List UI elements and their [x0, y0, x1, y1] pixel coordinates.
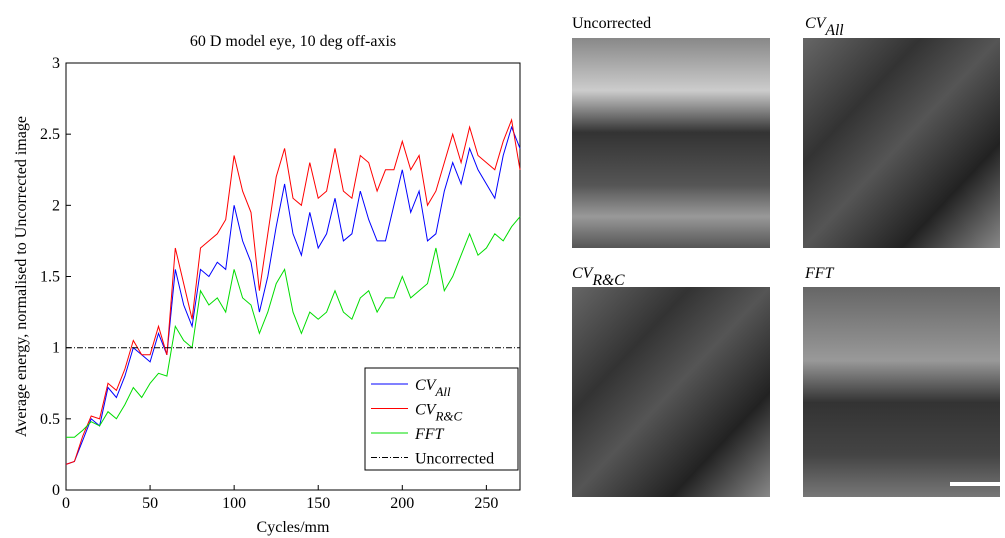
x-tick-label: 250 — [474, 495, 498, 512]
y-tick-label: 2 — [52, 197, 60, 214]
label: CVR&C — [572, 265, 625, 289]
legend-box — [364, 367, 519, 471]
label: Uncorrected — [415, 451, 494, 468]
label-main: CV — [572, 265, 595, 282]
y-tick-label: 0.5 — [40, 411, 60, 428]
label-main: CV — [805, 15, 828, 32]
x-axis-label: Cycles/mm — [257, 519, 330, 536]
image-panels — [572, 38, 1000, 497]
label: Uncorrected — [572, 15, 651, 32]
series-line — [66, 216, 521, 438]
chart-title: 60 D model eye, 10 deg off-axis — [190, 33, 396, 50]
label-subscript: All — [824, 22, 843, 39]
x-tick-label: 150 — [306, 495, 330, 512]
label: FFT — [414, 426, 445, 443]
x-tick-label: 200 — [390, 495, 414, 512]
x-tick-label: 0 — [62, 495, 70, 512]
label-main: FFT — [414, 426, 445, 443]
label-main: CV — [415, 402, 438, 419]
label-main: Uncorrected — [572, 15, 651, 32]
image — [803, 287, 1000, 497]
y-tick-label: 0 — [52, 482, 60, 499]
y-tick-label: 3 — [52, 55, 60, 72]
label: CVAll — [415, 377, 451, 399]
label-main: CV — [415, 377, 438, 394]
y-tick-label: 1 — [52, 340, 60, 357]
label-subscript: R&C — [591, 272, 625, 289]
label: CVAll — [805, 15, 844, 39]
label: CVR&C — [415, 402, 463, 424]
image — [572, 287, 770, 497]
image — [803, 38, 1000, 248]
label-main: Uncorrected — [415, 451, 494, 468]
image — [572, 38, 770, 248]
label: FFT — [804, 265, 835, 282]
x-tick-label: 100 — [222, 495, 246, 512]
y-tick-label: 2.5 — [40, 126, 60, 143]
y-axis-label: Average energy, normalised to Uncorrecte… — [13, 116, 30, 437]
x-tick-label: 50 — [142, 495, 158, 512]
label-subscript: R&C — [434, 409, 462, 424]
y-tick-label: 1.5 — [40, 269, 60, 286]
label-subscript: All — [434, 384, 451, 399]
label-main: FFT — [804, 265, 835, 282]
series-line — [65, 118, 521, 465]
